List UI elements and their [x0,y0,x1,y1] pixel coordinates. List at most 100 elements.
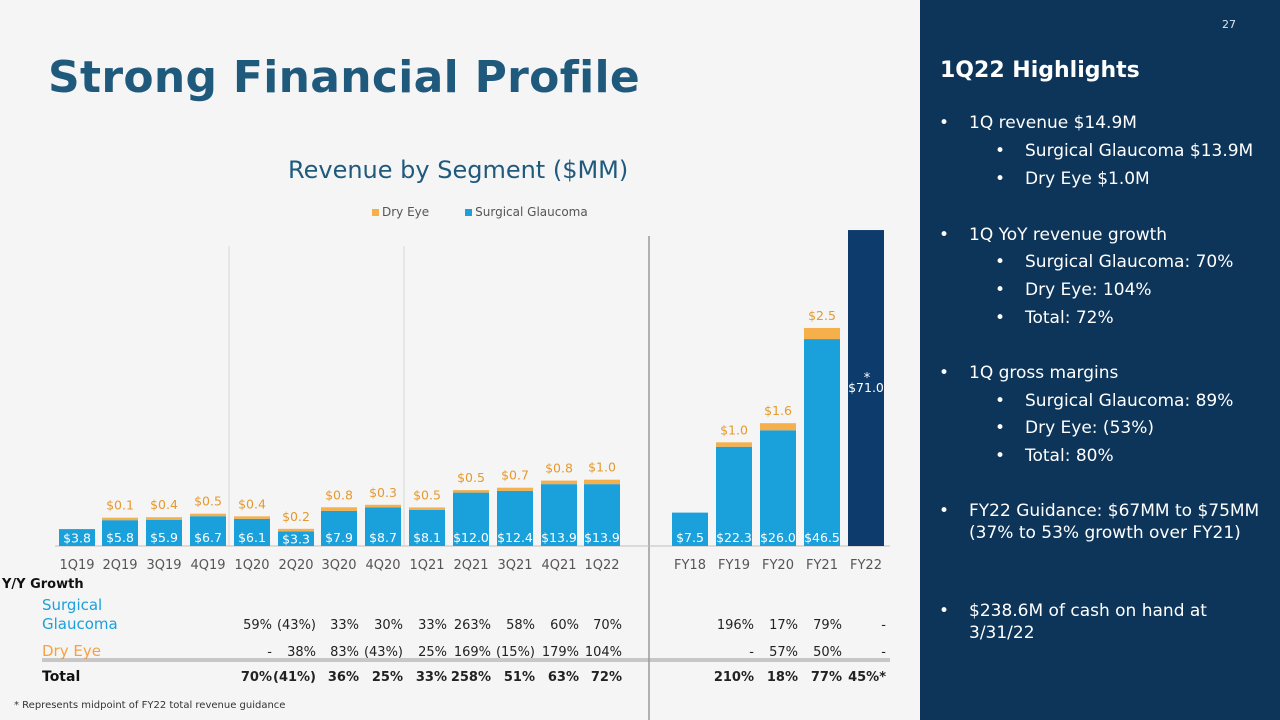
bullet-icon: • [939,225,950,245]
bar-dry-eye [190,513,226,517]
label-dry-eye: $0.1 [106,498,134,513]
bar-dry-eye [541,480,577,485]
growth-cell: 210% [713,670,754,685]
highlight-text: Dry Eye $1.0M [1025,169,1150,189]
bar-surgical-glaucoma [102,520,138,546]
growth-cell: 33% [415,670,447,685]
label-total-guidance: $71.0 [848,380,884,395]
highlight-subitem: • Surgical Glaucoma: 89% [995,390,1272,412]
highlight-item: • FY22 Guidance: $67MM to $75MM (37% to 5… [939,500,1272,544]
highlight-text: 1Q YoY revenue growth [969,225,1168,245]
growth-cell: 169% [453,645,491,660]
highlight-subitem: • Total: 80% [995,445,1272,467]
chart-panel [0,0,920,720]
growth-cell: 79% [813,618,842,633]
bar-dry-eye [409,507,445,510]
legend-label-surgical-glaucoma: Surgical Glaucoma [475,205,588,219]
growth-cell: 38% [287,645,316,660]
bar-surgical-glaucoma [321,510,357,546]
highlight-item: • 1Q gross margins [939,362,1272,384]
label-surgical-glaucoma: $13.9 [584,530,620,545]
bar-surgical-glaucoma [365,507,401,546]
highlights-title: 1Q22 Highlights [940,58,1140,83]
bar-surgical-glaucoma [453,492,489,546]
bullet-icon: • [939,601,950,621]
label-dry-eye: $0.5 [413,487,441,502]
bar-surgical-glaucoma [672,512,708,546]
highlight-text: Total: 80% [1025,446,1114,466]
bullet-icon: • [995,252,1006,272]
label-surgical-glaucoma: $5.9 [150,530,178,545]
growth-cell: 33% [330,618,359,633]
highlight-text: Dry Eye: (53%) [1025,418,1154,438]
bar-dry-eye [365,504,401,508]
bullet-icon: • [995,169,1006,189]
label-dry-eye: $0.4 [150,497,178,512]
label-dry-eye: $0.5 [194,494,222,509]
highlight-text: FY22 Guidance: $67MM to $75MM (37% to 53… [969,501,1260,543]
x-tick-label: 2Q20 [278,558,313,573]
bullet-icon: • [995,418,1006,438]
highlight-text: Surgical Glaucoma $13.9M [1025,141,1254,161]
row-label-surgical-line2: Glaucoma [42,615,118,633]
growth-cell: 58% [506,618,535,633]
label-surgical-glaucoma: $13.9 [541,530,577,545]
highlight-text: $238.6M of cash on hand at 3/31/22 [969,601,1207,643]
label-dry-eye: $0.8 [545,461,573,476]
growth-cell: - [267,645,272,660]
growth-cell: 83% [330,645,359,660]
growth-cell: 70% [593,618,622,633]
highlight-text: Total: 72% [1025,308,1114,328]
bar-surgical-glaucoma [234,518,270,546]
bullet-icon: • [995,391,1006,411]
row-label-total: Total [42,669,81,685]
bar-dry-eye [584,479,620,485]
label-dry-eye: $1.0 [588,460,616,475]
bullet-icon: • [995,446,1006,466]
bar-surgical-glaucoma [190,516,226,546]
growth-cell: - [881,645,886,660]
label-dry-eye: $0.5 [457,470,485,485]
growth-cell: 25% [418,645,447,660]
highlight-subitem: • Surgical Glaucoma: 70% [995,251,1272,273]
x-tick-label: 1Q21 [409,558,444,573]
x-tick-label: 1Q19 [59,558,94,573]
bullet-icon: • [939,363,950,383]
highlights-panel [920,0,1280,720]
x-tick-label: 3Q19 [146,558,181,573]
x-tick-label: FY22 [850,558,882,573]
growth-cell: 50% [813,645,842,660]
bar-surgical-glaucoma [716,446,752,546]
bar-surgical-glaucoma [541,484,577,546]
highlight-item: • 1Q revenue $14.9M [939,112,1272,134]
row-label-dry-eye: Dry Eye [42,642,101,660]
label-surgical-glaucoma: $3.8 [63,531,91,546]
label-surgical-glaucoma: $12.4 [497,530,533,545]
highlight-subitem: • Dry Eye: 104% [995,279,1272,301]
x-tick-label: 1Q22 [584,558,619,573]
bar-dry-eye [146,517,182,520]
growth-cell: 179% [541,645,579,660]
growth-cell: 104% [584,645,622,660]
x-tick-label: 2Q19 [102,558,137,573]
growth-cell: - [749,645,754,660]
growth-cell: 59% [243,618,272,633]
highlight-subitem: • Dry Eye: (53%) [995,417,1272,439]
growth-cell: 63% [547,670,579,685]
label-dry-eye: $0.7 [501,468,529,483]
highlight-subitem: • Dry Eye $1.0M [995,168,1272,190]
bullet-icon: • [939,501,950,521]
bar-dry-eye [453,490,489,493]
row-label-surgical-line1: Surgical [42,596,103,614]
bar-surgical-glaucoma [409,509,445,546]
growth-cell: 33% [418,618,447,633]
growth-cell: (43%) [363,645,403,660]
x-tick-label: 2Q21 [453,558,488,573]
highlight-text: Surgical Glaucoma: 89% [1025,391,1234,411]
label-dry-eye: $0.4 [238,496,266,511]
bar-surgical-glaucoma [146,519,182,546]
bullet-icon: • [939,113,950,133]
label-surgical-glaucoma: $7.5 [676,530,704,545]
bar-dry-eye [760,423,796,431]
chart-title: Revenue by Segment ($MM) [288,156,629,184]
